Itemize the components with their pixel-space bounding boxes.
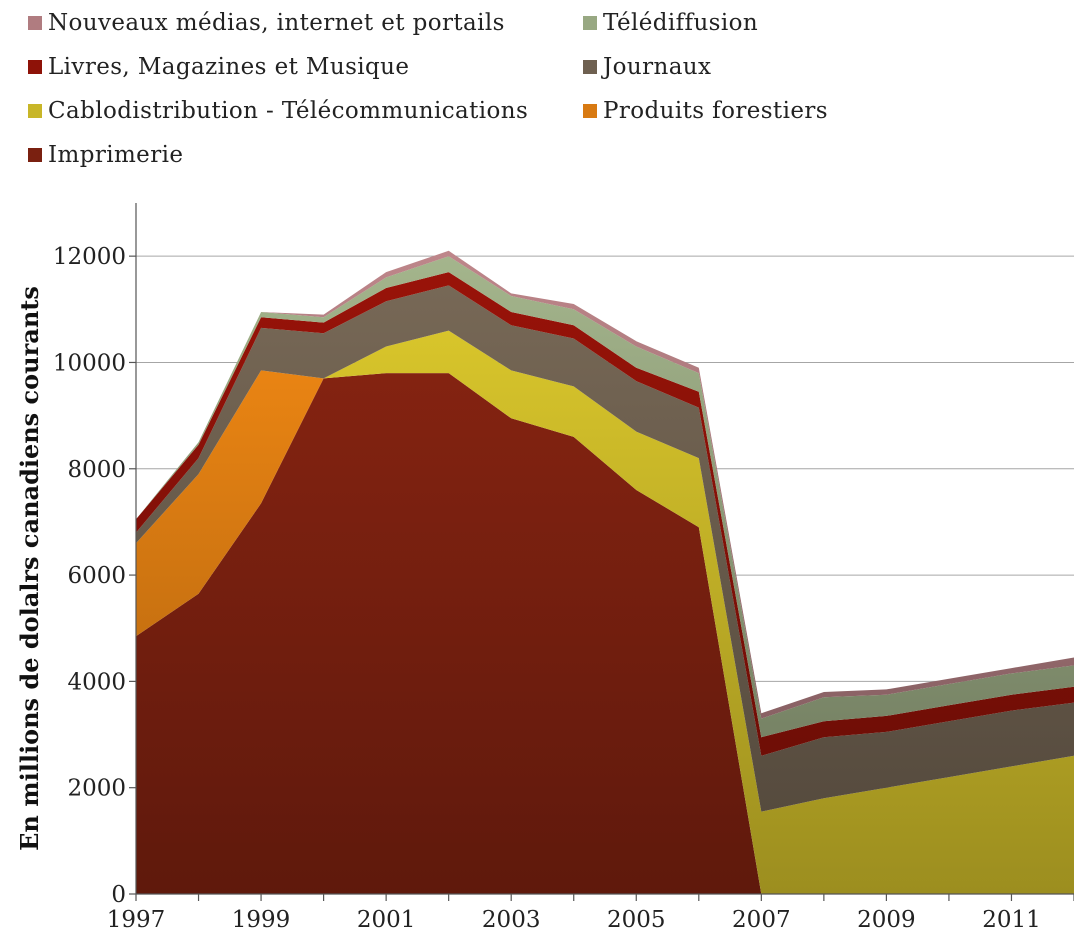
legend-label: Imprimerie: [48, 142, 184, 168]
legend-label: Nouveaux médias, internet et portails: [48, 10, 505, 36]
x-tick-label: 2007: [732, 907, 791, 933]
legend-swatch: [28, 104, 42, 118]
legend-swatch: [28, 148, 42, 162]
legend-swatch: [583, 60, 597, 74]
y-tick-label: 6000: [67, 563, 126, 589]
legend-label: Livres, Magazines et Musique: [48, 54, 410, 80]
legend-label: Télédiffusion: [603, 10, 759, 36]
legend-swatch: [583, 16, 597, 30]
legend-label: Produits forestiers: [603, 98, 828, 124]
x-tick-label: 2011: [982, 907, 1041, 933]
legend-label: Journaux: [603, 54, 712, 80]
area-series-0: [136, 373, 1074, 895]
legend-item: Imprimerie: [28, 140, 183, 170]
legend-swatch: [583, 104, 597, 118]
x-tick-label: 2009: [857, 907, 916, 933]
legend-item: Nouveaux médias, internet et portails: [28, 8, 505, 38]
x-tick-label: 1999: [232, 907, 291, 933]
y-tick-label: 8000: [67, 457, 126, 483]
y-axis-title: En millions de dolalrs canadiens courant…: [15, 286, 44, 851]
area-series-4: [136, 272, 1074, 756]
legend-label: Cablodistribution - Télécommunications: [48, 98, 529, 124]
y-tick-label: 2000: [67, 776, 126, 802]
legend-item: Télédiffusion: [583, 8, 758, 38]
legend-item: Journaux: [583, 52, 711, 82]
x-tick-label: 1997: [107, 907, 166, 933]
x-tick-label: 2005: [607, 907, 666, 933]
legend-item: Produits forestiers: [583, 96, 828, 126]
area-series-3: [136, 285, 1074, 812]
x-tick-label: 2003: [482, 907, 541, 933]
x-tick-label: 2001: [357, 907, 416, 933]
legend-swatch: [28, 16, 42, 30]
legend-item: Livres, Magazines et Musique: [28, 52, 409, 82]
area-series-5: [136, 256, 1074, 738]
y-tick-label: 10000: [53, 350, 126, 376]
y-tick-label: 4000: [67, 669, 126, 695]
area-series-2: [136, 330, 1074, 895]
y-tick-label: 12000: [53, 244, 126, 270]
y-tick-label: 0: [111, 882, 126, 908]
chart-legend: Nouveaux médias, internet et portails Tél…: [28, 8, 1068, 188]
area-series-1: [136, 370, 1074, 894]
legend-swatch: [28, 60, 42, 74]
legend-item: Cablodistribution - Télécommunications: [28, 96, 528, 126]
